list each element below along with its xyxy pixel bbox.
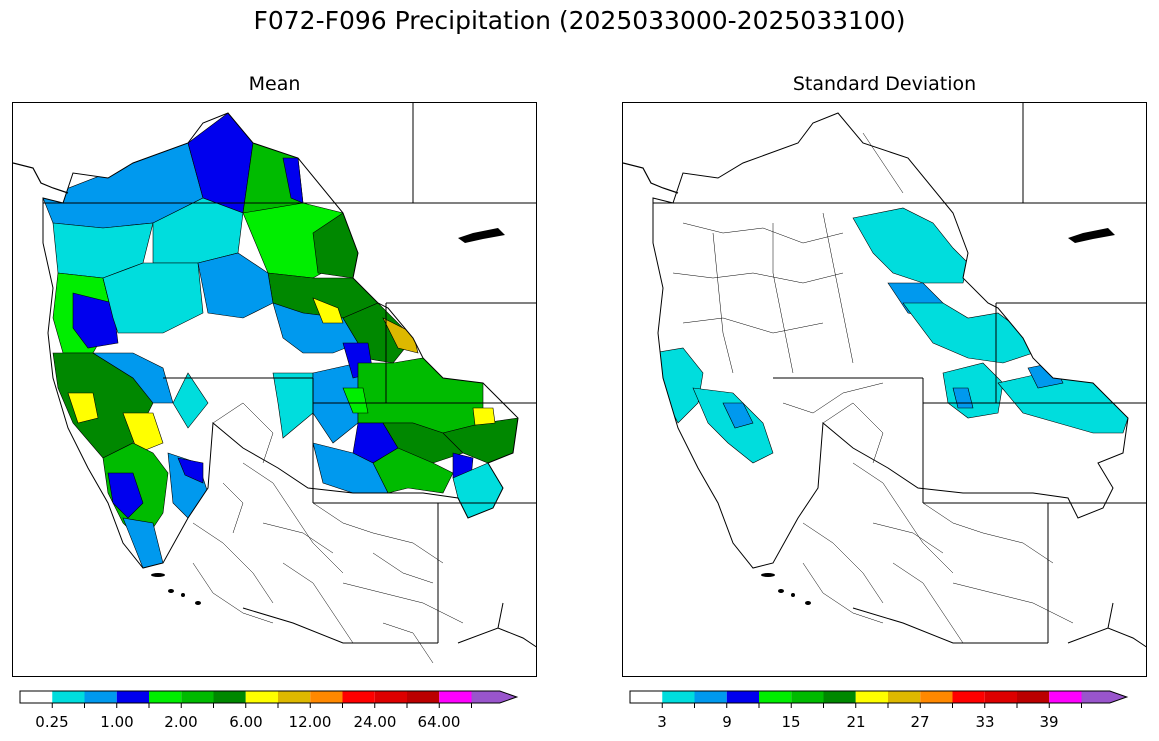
mean-colorbar: [19, 690, 530, 708]
mean-colorbar-cell: [407, 691, 440, 703]
mean-map-svg: [13, 103, 536, 664]
mean-colorbar-cell: [84, 691, 117, 703]
mean-colorbar-cell: [149, 691, 182, 703]
stddev-colorbar-cell: [1049, 691, 1082, 703]
stddev-colorbar-tick: 39: [1039, 713, 1059, 731]
stddev-panel-title: Standard Deviation: [792, 73, 977, 95]
stddev-colorbar-cell: [920, 691, 953, 703]
stddev-colorbar-cell: [694, 691, 727, 703]
stddev-colorbar-tick: 27: [910, 713, 930, 731]
mean-map: [12, 102, 537, 677]
stddev-colorbar-cell: [855, 691, 888, 703]
mean-colorbar-tick: 64.00: [417, 713, 461, 731]
mean-colorbar-cell: [374, 691, 407, 703]
stddev-colorbar-cell: [888, 691, 921, 703]
stddev-colorbar-tick: 3: [657, 713, 667, 731]
stddev-colorbar-tick: 15: [781, 713, 801, 731]
mean-colorbar-cell: [439, 691, 472, 703]
stddev-colorbar-cell: [726, 691, 759, 703]
mean-colorbar-cell: [213, 691, 246, 703]
mean-colorbar-cell: [342, 691, 375, 703]
stddev-colorbar-cell: [1017, 691, 1050, 703]
mean-panel-title: Mean: [248, 73, 301, 95]
stddev-colorbar: [629, 690, 1140, 708]
stddev-colorbar-cell: [823, 691, 856, 703]
mean-colorbar-tick: 24.00: [353, 713, 397, 731]
stddev-colorbar-cell: [630, 691, 663, 703]
mean-colorbar-cell: [310, 691, 343, 703]
mean-colorbar-cell: [471, 691, 517, 703]
stddev-colorbar-tick: 33: [975, 713, 995, 731]
mean-colorbar-cell: [116, 691, 149, 703]
mean-colorbar-tick: 6.00: [229, 713, 263, 731]
figure-title: F072-F096 Precipitation (2025033000-2025…: [253, 6, 906, 35]
mean-colorbar-tick: 0.25: [35, 713, 69, 731]
stddev-colorbar-cell: [791, 691, 824, 703]
mean-colorbar-cell: [181, 691, 214, 703]
stddev-map-svg: [623, 103, 1146, 648]
mean-colorbar-cell: [20, 691, 53, 703]
mean-colorbar-tick: 2.00: [164, 713, 198, 731]
stddev-colorbar-tick: 9: [722, 713, 732, 731]
stddev-colorbar-cell: [1081, 691, 1127, 703]
stddev-map: [622, 102, 1147, 677]
stddev-colorbar-cell: [952, 691, 985, 703]
mean-colorbar-tick: 1.00: [100, 713, 134, 731]
mean-colorbar-svg: [19, 690, 519, 708]
stddev-colorbar-cell: [984, 691, 1017, 703]
stddev-colorbar-tick: 21: [846, 713, 866, 731]
mean-colorbar-cell: [245, 691, 278, 703]
mean-colorbar-tick: 12.00: [288, 713, 332, 731]
mean-colorbar-cell: [52, 691, 85, 703]
stddev-colorbar-svg: [629, 690, 1129, 708]
stddev-colorbar-outline: [629, 690, 1129, 704]
stddev-colorbar-cell: [759, 691, 792, 703]
stddev-colorbar-cell: [662, 691, 695, 703]
mean-colorbar-cell: [278, 691, 311, 703]
mean-colorbar-outline: [19, 690, 519, 704]
